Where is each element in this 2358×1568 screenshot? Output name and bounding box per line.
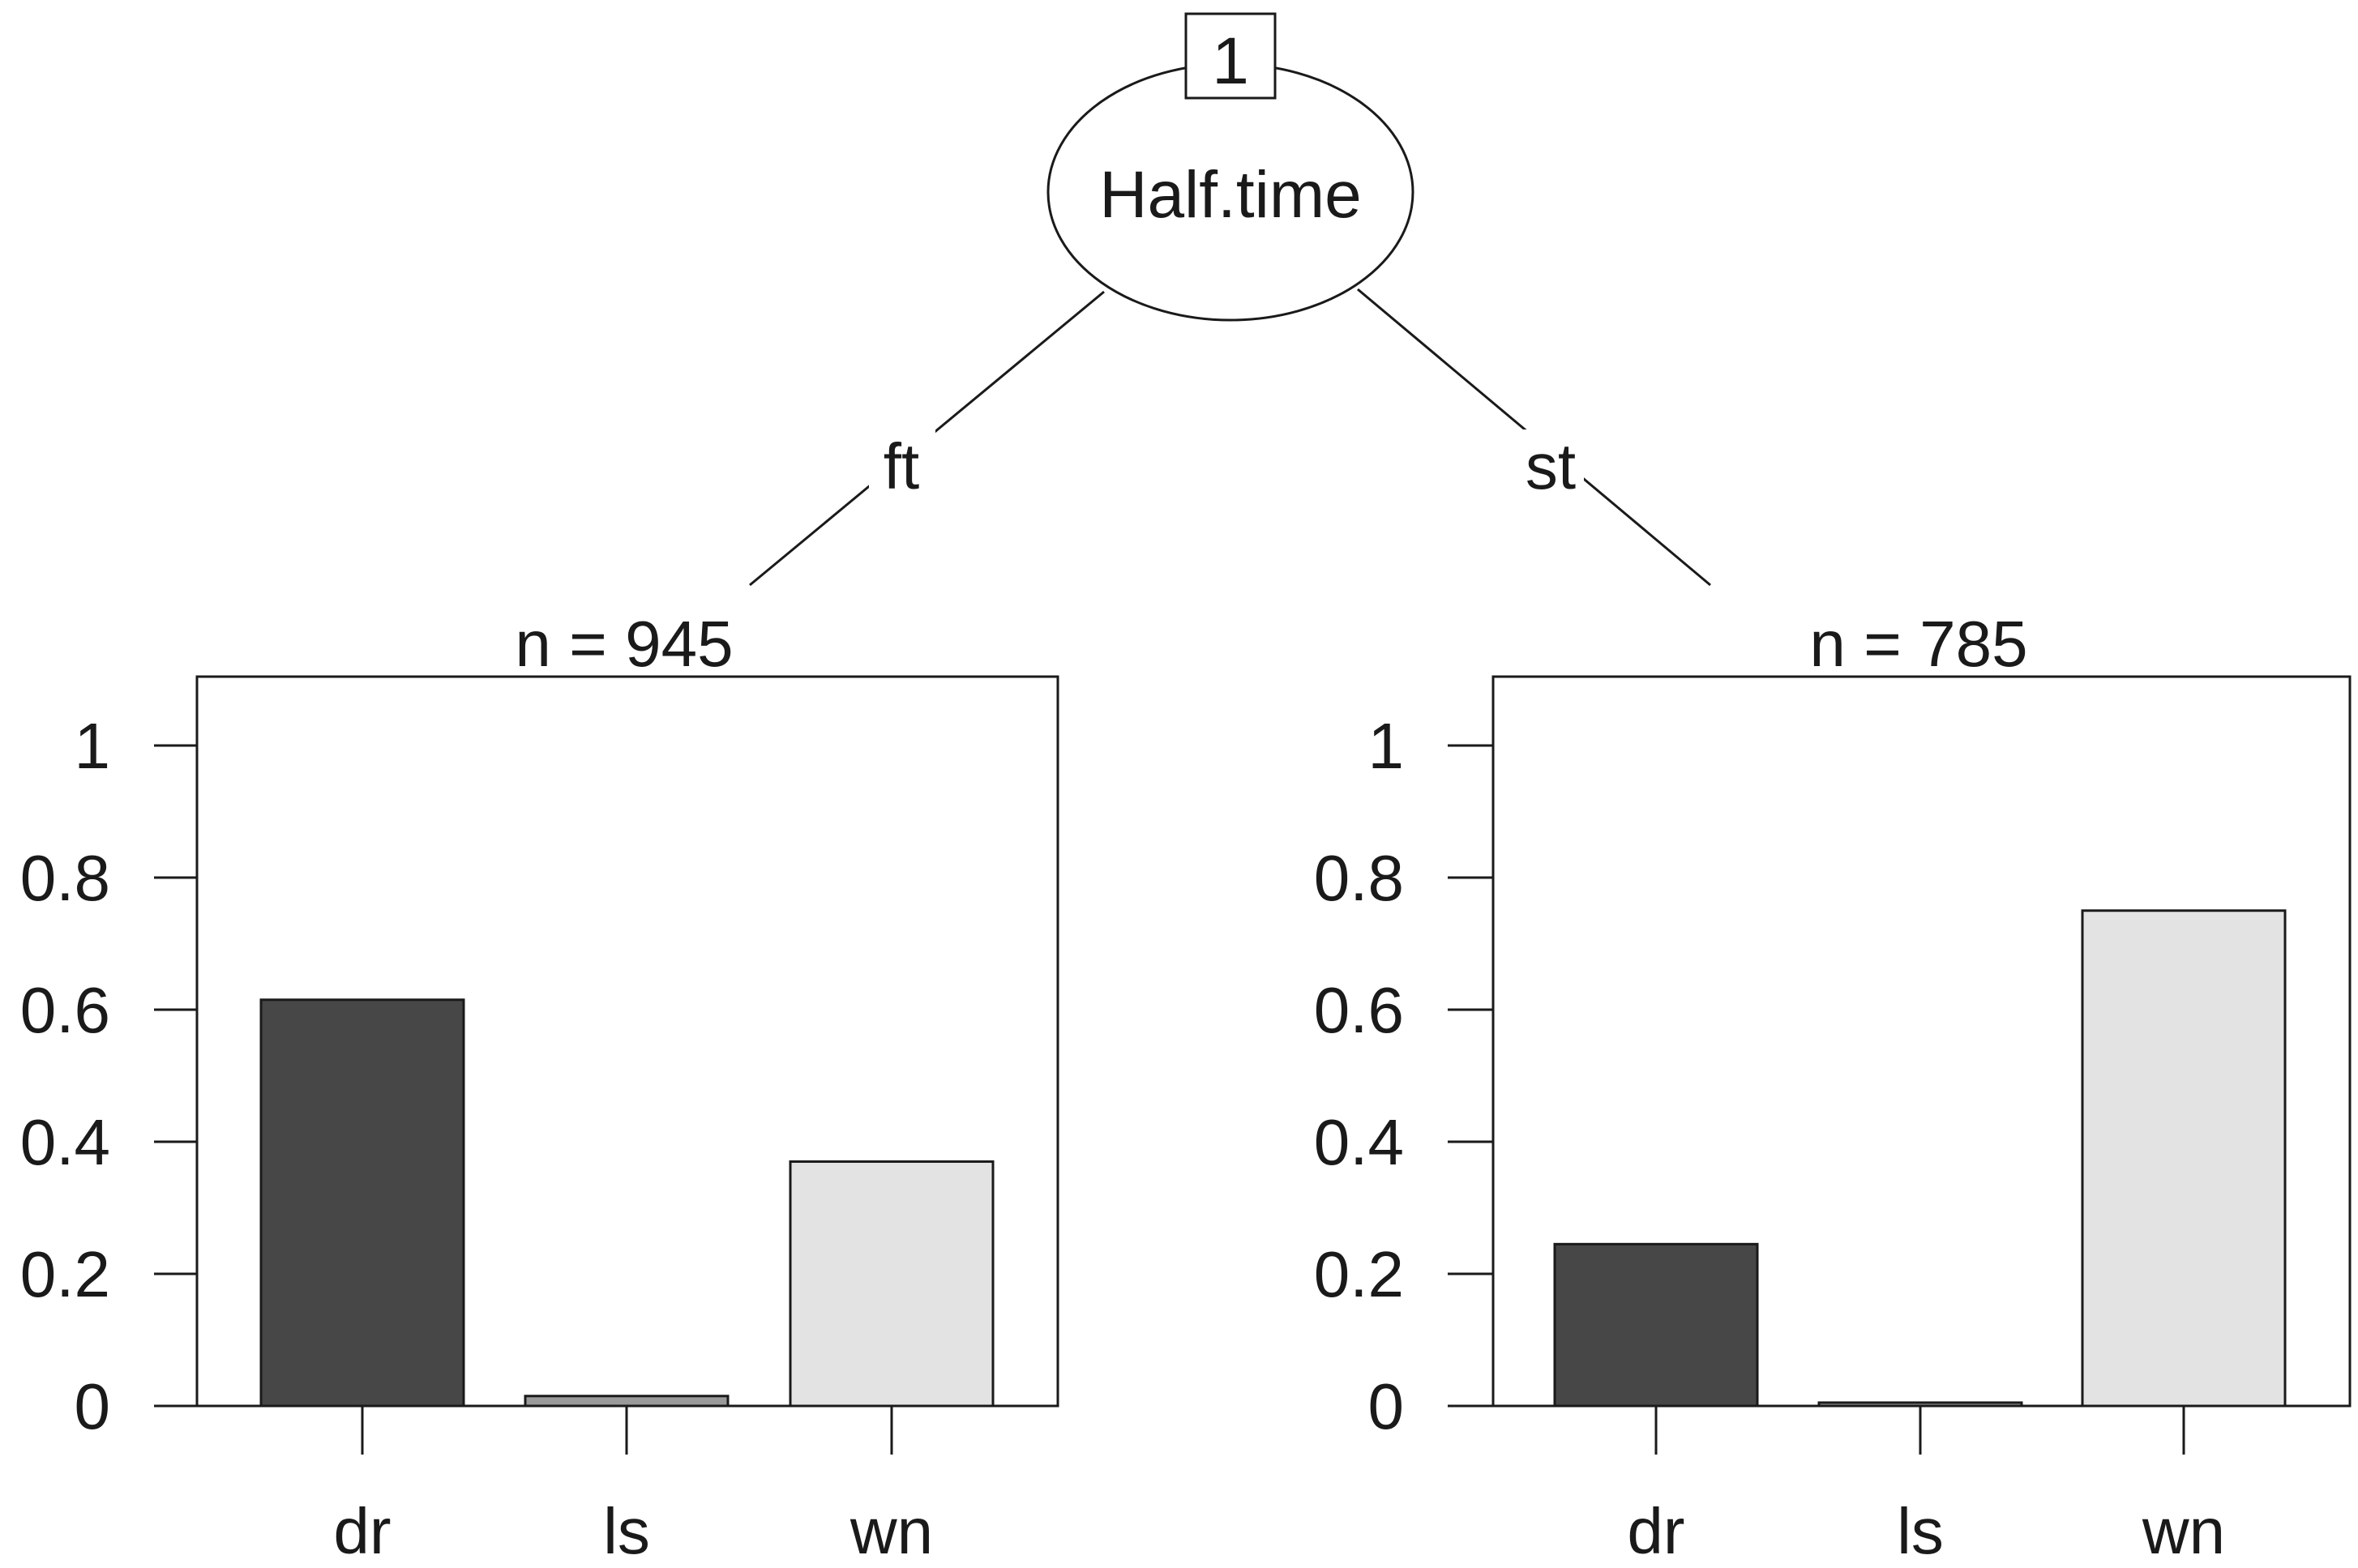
ytick-left-label: 0.2 <box>20 1238 110 1310</box>
bar-left-dr <box>259 998 465 1408</box>
root-node-id: 1 <box>1212 24 1249 98</box>
terminal-node-left-bars <box>259 998 995 1408</box>
ytick-left-label: 1 <box>75 710 111 782</box>
terminal-node-left-yaxis: 0 0.2 0.4 0.6 0.8 1 <box>20 710 197 1442</box>
root-node-id-box <box>1184 12 1277 100</box>
ytick-right-label: 1 <box>1368 710 1405 782</box>
edge-left-label-bg <box>869 429 935 502</box>
ytick-left-label: 0.8 <box>20 842 110 914</box>
edge-left-label: ft <box>884 430 919 502</box>
root-node-variable: Half.time <box>1099 158 1362 232</box>
terminal-node-right-bars <box>1553 909 2287 1408</box>
bar-right-wn <box>2081 909 2287 1408</box>
ytick-left-label: 0 <box>75 1370 111 1442</box>
terminal-node-right-title: n = 785 <box>1809 608 2027 680</box>
xtick-right-ls-label: ls <box>1897 1495 1944 1567</box>
bar-right-ls <box>1817 1401 2023 1408</box>
terminal-node-left: n = 945 0 0.2 0.4 0.6 0.8 1 dr ls wn <box>20 608 1059 1567</box>
ytick-right-label: 0 <box>1368 1370 1405 1442</box>
bar-left-ls <box>524 1395 730 1408</box>
terminal-node-right-yaxis: 0 0.2 0.4 0.6 0.8 1 <box>1314 710 1493 1442</box>
ytick-right-label: 0.4 <box>1314 1106 1404 1178</box>
ytick-left-label: 0.6 <box>20 974 110 1046</box>
ytick-right-label: 0.6 <box>1314 974 1404 1046</box>
ytick-left-label: 0.4 <box>20 1106 110 1178</box>
terminal-node-left-xaxis: dr ls wn <box>333 1406 933 1567</box>
xtick-left-dr-label: dr <box>333 1495 391 1567</box>
terminal-node-right-xaxis: dr ls wn <box>1627 1406 2225 1567</box>
bar-left-wn <box>789 1160 995 1408</box>
xtick-right-dr-label: dr <box>1627 1495 1684 1567</box>
ytick-right-label: 0.2 <box>1314 1238 1404 1310</box>
xtick-left-wn-label: wn <box>849 1495 933 1567</box>
bar-right-dr <box>1553 1242 1759 1408</box>
terminal-node-left-title: n = 945 <box>515 608 733 680</box>
xtick-left-ls-label: ls <box>603 1495 650 1567</box>
xtick-right-wn-label: wn <box>2142 1495 2225 1567</box>
ytick-right-label: 0.8 <box>1314 842 1404 914</box>
terminal-node-right: n = 785 0 0.2 0.4 0.6 0.8 1 dr ls wn <box>1314 608 2352 1567</box>
edge-right-label: st <box>1526 430 1576 502</box>
edge-right-label-bg <box>1517 429 1584 502</box>
